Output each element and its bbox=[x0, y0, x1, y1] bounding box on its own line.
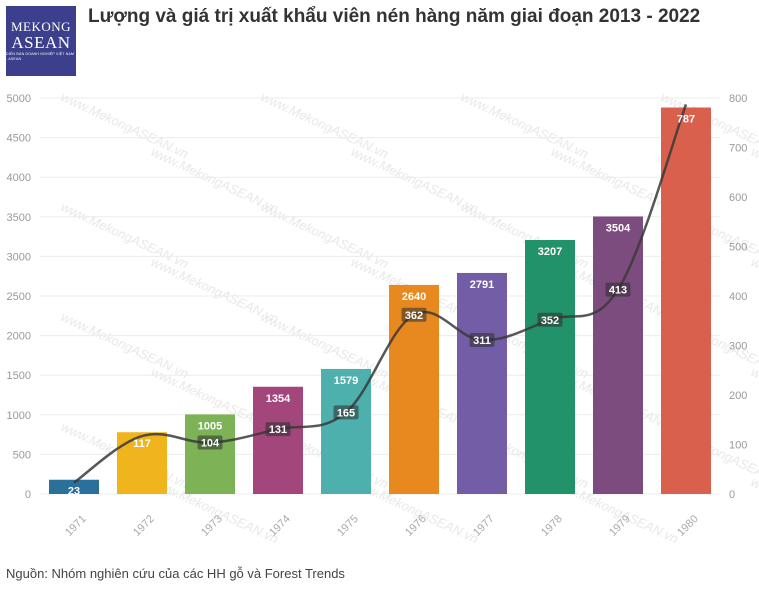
bar bbox=[593, 216, 643, 494]
right-tick-label: 800 bbox=[729, 93, 747, 105]
left-tick-label: 0 bbox=[25, 489, 31, 501]
brand-logo: MEKONG ASEAN DIỄN ĐÀN DOANH NGHIỆP VIỆT … bbox=[6, 6, 76, 76]
line-label-chip bbox=[469, 333, 495, 348]
left-tick-label: 2500 bbox=[7, 291, 31, 303]
line-label-chip bbox=[537, 312, 563, 327]
bar bbox=[457, 272, 507, 494]
line-value-label: 311 bbox=[473, 335, 491, 347]
line-value-label: 413 bbox=[609, 285, 627, 297]
right-tick-label: 600 bbox=[729, 192, 747, 204]
bar bbox=[49, 479, 99, 494]
right-tick-label: 300 bbox=[729, 341, 747, 353]
left-tick-label: 3000 bbox=[7, 251, 31, 263]
bar-value-label: 1005 bbox=[198, 420, 222, 432]
bar bbox=[253, 386, 303, 494]
logo-line-2: ASEAN bbox=[11, 33, 71, 52]
bar-value-label: 117 bbox=[133, 438, 151, 450]
left-tick-label: 3500 bbox=[7, 212, 31, 224]
left-tick-label: 1000 bbox=[7, 410, 31, 422]
watermark-text: www.MekongASEAN.vn bbox=[749, 364, 759, 436]
bar bbox=[185, 414, 235, 494]
bar-value-label: 1579 bbox=[334, 375, 358, 387]
x-tick-label: 1974 bbox=[267, 513, 293, 539]
bar bbox=[321, 368, 371, 494]
right-tick-label: 700 bbox=[729, 143, 747, 155]
bar-value-label: 2791 bbox=[470, 279, 494, 291]
x-tick-label: 1980 bbox=[675, 513, 701, 539]
x-tick-label: 1978 bbox=[539, 513, 565, 539]
bar bbox=[525, 240, 575, 494]
right-tick-label: 100 bbox=[729, 440, 747, 452]
line-value-label: 352 bbox=[541, 315, 559, 327]
line-label-chip bbox=[333, 405, 359, 420]
right-tick-label: 500 bbox=[729, 242, 747, 254]
line-value-label: 362 bbox=[405, 310, 423, 322]
left-tick-label: 4000 bbox=[7, 172, 31, 184]
left-tick-label: 2000 bbox=[7, 331, 31, 343]
line-value-label: 104 bbox=[201, 438, 220, 450]
bar-value-label: 3504 bbox=[606, 222, 631, 234]
right-tick-label: 200 bbox=[729, 390, 747, 402]
x-tick-label: 1971 bbox=[63, 513, 89, 539]
line-label-chip bbox=[197, 435, 223, 450]
line-value-label: 131 bbox=[269, 424, 287, 436]
left-tick-label: 5000 bbox=[7, 93, 31, 105]
watermark-text: www.MekongASEAN.vn bbox=[749, 474, 759, 546]
watermark-text: www.MekongASEAN.vn bbox=[149, 254, 281, 326]
x-tick-label: 1972 bbox=[131, 513, 157, 539]
bar-value-label: 23 bbox=[68, 486, 80, 498]
bar-series bbox=[49, 107, 711, 494]
watermark-text: www.MekongASEAN.vn bbox=[749, 254, 759, 326]
left-axis: 0 500 1000 1500 2000 2500 3000 3500 4000 4500 5000 bbox=[7, 93, 31, 501]
bar-value-label: 787 bbox=[677, 114, 695, 126]
bar-value-label: 3207 bbox=[538, 246, 562, 258]
chart-title: Lượng và giá trị xuất khẩu viên nén hàng… bbox=[88, 6, 701, 27]
left-tick-label: 4500 bbox=[7, 133, 31, 145]
bar-value-label: 2640 bbox=[402, 291, 426, 303]
watermark-text: www.MekongASEAN.vn bbox=[149, 144, 281, 216]
x-tick-label: 1977 bbox=[471, 513, 497, 539]
bar-value-label: 1354 bbox=[266, 393, 291, 405]
x-tick-label: 1975 bbox=[335, 513, 361, 539]
left-tick-label: 1500 bbox=[7, 370, 31, 382]
watermark-text: www.MekongASEAN.vn bbox=[749, 144, 759, 216]
data-labels: 23 117 1005 1354 1579 2640 2791 3207 3504 787 104 1… bbox=[68, 114, 695, 498]
line-label-chip bbox=[401, 307, 427, 322]
logo-line-1: MEKONG bbox=[10, 19, 72, 34]
bar bbox=[661, 107, 711, 494]
right-axis: 0 100 200 300 400 500 600 700 800 bbox=[729, 93, 747, 501]
line-label-chip bbox=[265, 422, 291, 437]
line-value-label: 165 bbox=[337, 407, 355, 419]
source-note: Nguồn: Nhóm nghiên cứu của các HH gỗ và … bbox=[6, 566, 345, 581]
left-tick-label: 500 bbox=[13, 449, 31, 461]
right-tick-label: 0 bbox=[729, 489, 735, 501]
line-label-chip bbox=[605, 282, 631, 297]
x-axis: 1971 1972 1973 1974 1975 1976 1977 1978 1979 1980 bbox=[63, 513, 701, 539]
logo-tagline: DIỄN ĐÀN DOANH NGHIỆP VIỆT NAM - ASEAN bbox=[6, 52, 75, 61]
right-tick-label: 400 bbox=[729, 291, 747, 303]
watermark-text: www.MekongASEAN.vn bbox=[349, 144, 481, 216]
